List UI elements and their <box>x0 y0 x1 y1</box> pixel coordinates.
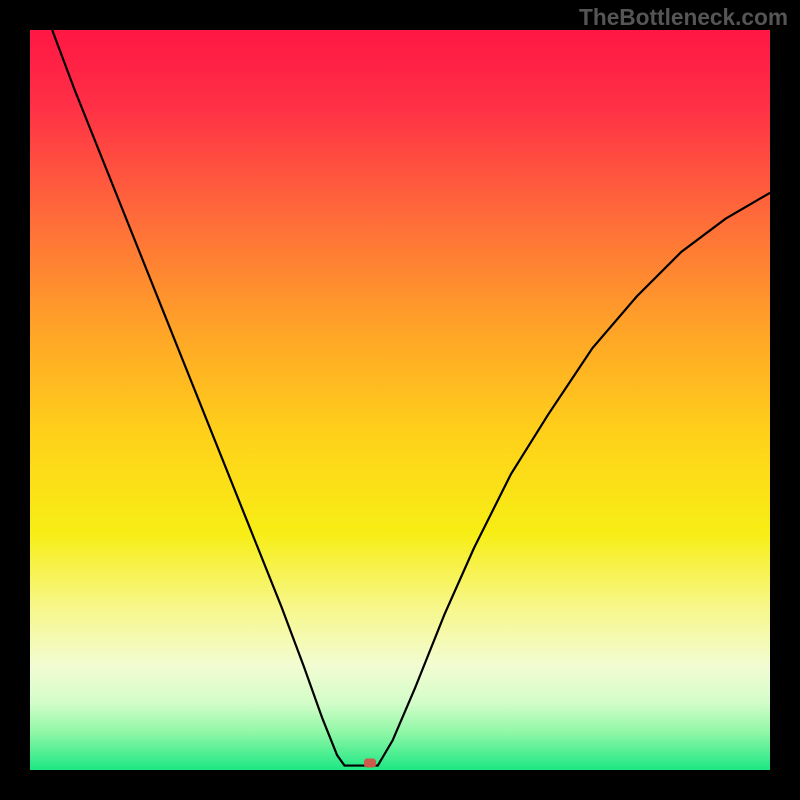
valley-marker <box>364 758 376 767</box>
watermark-text: TheBottleneck.com <box>579 4 788 31</box>
plot-area <box>30 30 770 770</box>
gradient-background <box>30 30 770 770</box>
